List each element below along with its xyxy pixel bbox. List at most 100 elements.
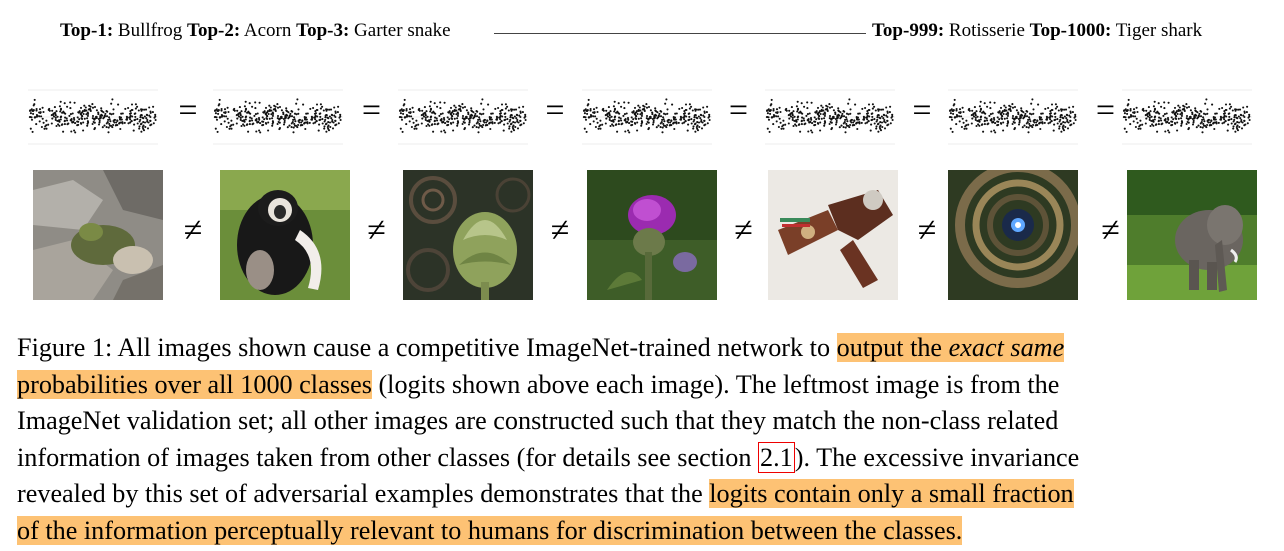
logit-point — [624, 119, 627, 122]
logit-point — [593, 111, 596, 114]
logit-point — [139, 116, 142, 119]
logit-point — [479, 120, 482, 123]
logit-point — [504, 103, 507, 106]
logit-point — [767, 118, 771, 121]
logit-point — [1223, 115, 1226, 119]
logit-point — [1066, 114, 1069, 117]
logit-point — [483, 118, 486, 121]
logit-point — [326, 108, 329, 111]
logit-point — [1233, 116, 1236, 119]
logit-point — [306, 112, 309, 115]
logit-point — [499, 118, 502, 121]
logit-point — [817, 117, 820, 120]
logit-point — [130, 103, 134, 106]
logit-point — [777, 115, 780, 118]
logit-point — [1235, 116, 1238, 119]
logit-point — [79, 113, 82, 116]
logit-point — [271, 122, 274, 125]
logit-point — [291, 121, 294, 124]
logit-point — [857, 118, 860, 121]
logit-point — [109, 124, 113, 127]
logit-point — [703, 111, 706, 114]
logit-point — [876, 116, 879, 119]
logit-point — [1127, 103, 1130, 106]
logit-point — [681, 106, 684, 110]
logit-point — [1039, 116, 1043, 119]
logit-point — [1014, 115, 1018, 118]
logit-point — [790, 106, 793, 109]
logit-point — [480, 102, 483, 105]
logit-point — [125, 118, 128, 121]
logit-point — [73, 101, 76, 104]
logit-point — [638, 106, 641, 109]
logit-point — [594, 115, 597, 118]
logit-point — [675, 121, 678, 124]
logit-point — [1071, 111, 1074, 114]
logit-point — [1069, 119, 1072, 122]
logit-point — [507, 109, 510, 112]
logit-point — [134, 107, 137, 110]
logit-point — [990, 119, 993, 122]
logit-point — [483, 121, 486, 124]
logit-point — [1152, 124, 1155, 127]
logit-point — [1052, 129, 1055, 132]
logit-point — [1009, 109, 1012, 113]
logit-point — [215, 116, 218, 119]
logit-point — [427, 123, 430, 126]
logit-point — [329, 125, 332, 129]
logit-point — [604, 122, 607, 125]
logit-point — [806, 107, 809, 110]
logit-point — [606, 113, 609, 116]
logit-point — [1004, 106, 1007, 109]
logit-point — [983, 120, 986, 123]
logit-point — [965, 124, 968, 127]
logit-point — [73, 129, 76, 132]
section-reference-link[interactable]: 2.1 — [758, 441, 795, 473]
logit-point — [59, 100, 62, 103]
logit-point — [1027, 118, 1030, 121]
logit-point — [1061, 125, 1064, 129]
logit-point — [787, 122, 790, 125]
logit-point — [94, 115, 98, 118]
logit-point — [292, 118, 295, 121]
logit-point — [795, 105, 798, 108]
logit-point — [283, 121, 286, 124]
logit-point — [700, 118, 703, 122]
logit-point — [1044, 107, 1047, 110]
logit-point — [613, 110, 616, 113]
logit-point — [692, 120, 695, 123]
logit-point — [508, 125, 511, 128]
logit-point — [988, 114, 991, 117]
logit-point — [775, 108, 779, 111]
logit-point — [249, 116, 252, 119]
logit-point — [232, 108, 235, 111]
logit-point — [974, 116, 977, 119]
logit-point — [845, 116, 848, 119]
logit-point — [978, 119, 981, 122]
logit-point — [108, 122, 111, 125]
logit-point — [1134, 125, 1137, 129]
logit-point — [661, 131, 664, 134]
logit-point — [1003, 117, 1006, 120]
logit-point — [808, 112, 811, 115]
logit-point — [305, 112, 308, 115]
logit-point — [447, 111, 450, 114]
logit-point — [331, 127, 335, 130]
logit-point — [129, 121, 132, 124]
logit-point — [989, 101, 992, 104]
logit-point — [226, 117, 229, 120]
logit-point — [1028, 122, 1031, 125]
logit-point — [1200, 110, 1203, 113]
logit-point — [258, 118, 261, 121]
caption-line-5: revealed by this set of adversarial exam… — [17, 479, 1074, 508]
logit-point — [80, 117, 83, 120]
logit-point — [666, 123, 669, 127]
logit-point — [632, 118, 635, 121]
logit-point — [470, 109, 473, 112]
elephant-image — [1127, 170, 1257, 300]
logit-point — [1187, 118, 1190, 121]
logit-point — [1122, 109, 1126, 112]
logit-point — [588, 116, 591, 119]
logit-point — [1174, 117, 1177, 120]
logit-point — [425, 110, 428, 113]
